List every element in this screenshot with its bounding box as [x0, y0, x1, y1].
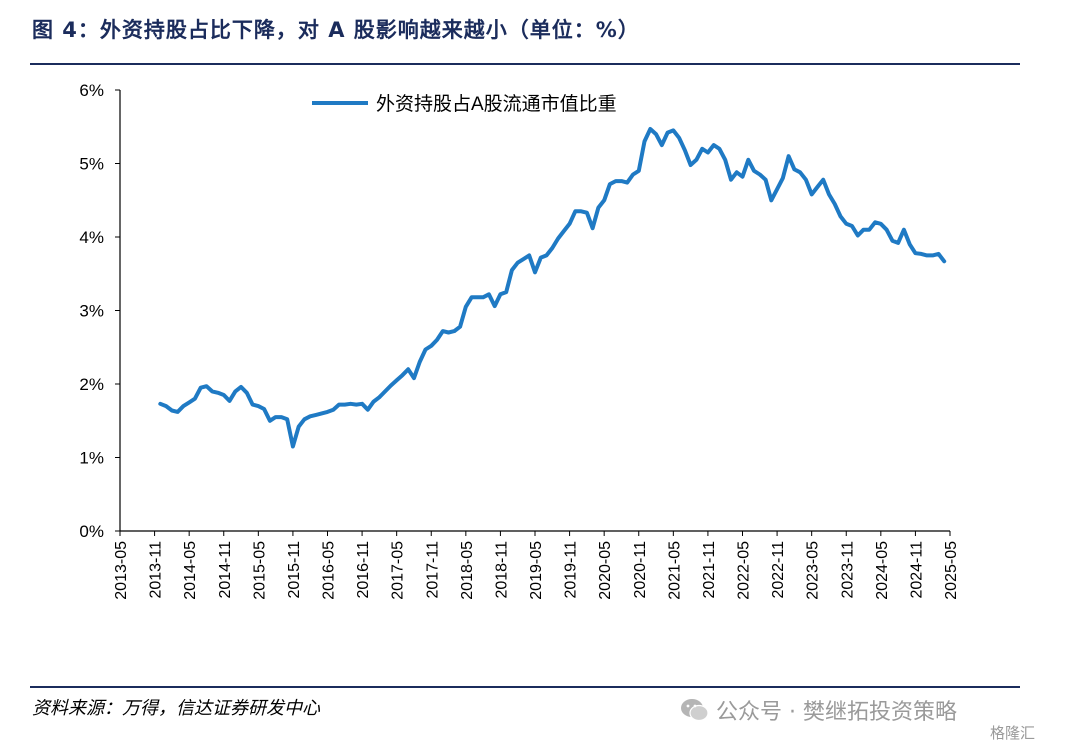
x-tick-label: 2023-05 — [805, 541, 822, 600]
y-tick-label: 5% — [79, 155, 104, 174]
x-tick-label: 2020-05 — [597, 541, 614, 600]
x-tick-label: 2018-11 — [493, 541, 510, 599]
y-tick-label: 2% — [79, 375, 104, 394]
x-tick-label: 2023-11 — [839, 541, 856, 599]
x-tick-label: 2019-11 — [563, 541, 580, 599]
source-note: 资料来源：万得，信达证券研发中心 — [32, 698, 320, 719]
watermark-text: 公众号 · 樊继拓投资策略 — [716, 700, 957, 725]
x-tick-label: 2013-11 — [148, 541, 165, 599]
series-lines — [158, 127, 947, 449]
line-chart: 0% 1% 2% 3% 4% 5% 6% 2013-05 2013-11 2014-05 2014… — [79, 81, 960, 600]
figure-title: 图 4：外资持股占比下降，对 A 股影响越来越小（单位：%） — [32, 18, 640, 42]
x-tick-label: 2019-05 — [528, 541, 545, 600]
bottom-divider — [30, 686, 1020, 688]
x-tick-label: 2013-05 — [113, 541, 130, 600]
top-divider — [30, 63, 1020, 65]
x-tick-label: 2024-11 — [908, 541, 925, 599]
wechat-icon — [681, 699, 709, 722]
x-tick-label: 2022-05 — [736, 541, 753, 600]
y-tick-label: 6% — [79, 81, 104, 100]
watermark: 公众号 · 樊继拓投资策略 — [680, 694, 957, 726]
x-tick-label: 2024-05 — [874, 541, 891, 600]
x-tick-label: 2020-11 — [632, 541, 649, 599]
x-tick-label: 2015-05 — [251, 541, 268, 600]
y-tick-labels: 0% 1% 2% 3% 4% 5% 6% — [79, 81, 120, 541]
x-tick-label: 2017-05 — [390, 541, 407, 600]
y-tick-label: 0% — [79, 522, 104, 541]
x-tick-label: 2021-11 — [701, 541, 718, 599]
y-tick-label: 1% — [79, 449, 104, 468]
x-tick-labels: 2013-05 2013-11 2014-05 2014-11 2015-05 2015-… — [113, 531, 960, 600]
x-tick-label: 2018-05 — [459, 541, 476, 600]
x-tick-label: 2014-11 — [217, 541, 234, 599]
x-tick-label: 2014-05 — [182, 541, 199, 600]
x-tick-label: 2025-05 — [943, 541, 960, 600]
chart-axes — [119, 90, 950, 532]
y-tick-label: 4% — [79, 228, 104, 247]
x-tick-label: 2022-11 — [770, 541, 787, 599]
x-tick-label: 2015-11 — [286, 541, 303, 599]
watermark-logo: 格隆汇 — [990, 724, 1036, 742]
x-tick-label: 2021-05 — [666, 541, 683, 600]
x-tick-label: 2017-11 — [424, 541, 441, 599]
x-tick-label: 2016-05 — [321, 541, 338, 600]
legend-label: 外资持股占A股流通市值比重 — [376, 93, 617, 115]
series-line — [158, 127, 947, 449]
x-tick-label: 2016-11 — [355, 541, 372, 599]
y-tick-label: 3% — [79, 302, 104, 321]
chart-legend: 外资持股占A股流通市值比重 — [312, 93, 617, 115]
